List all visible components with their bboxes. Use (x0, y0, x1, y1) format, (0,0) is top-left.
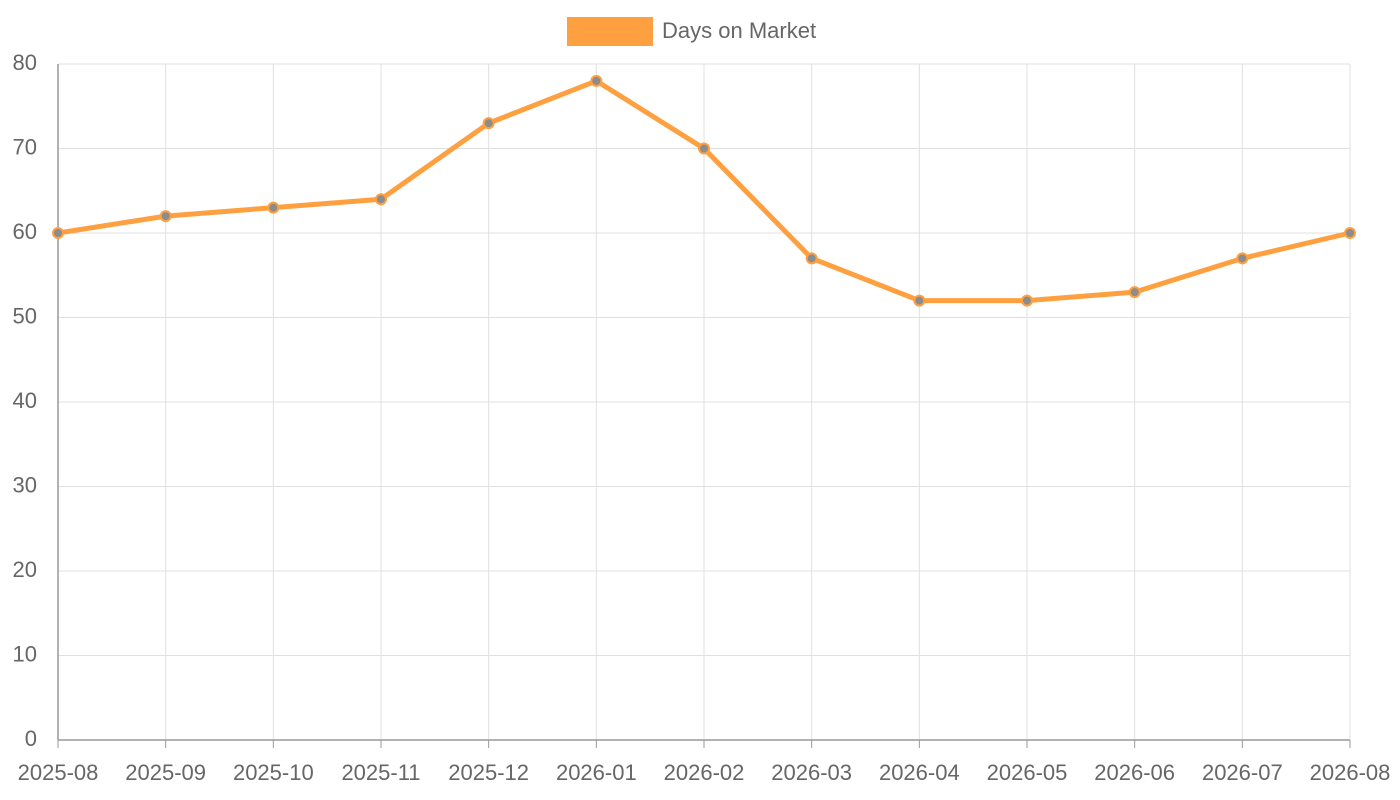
x-tick-label: 2025-09 (125, 760, 206, 785)
data-point (1236, 252, 1249, 265)
data-point (267, 201, 280, 214)
y-tick-label: 60 (13, 219, 37, 244)
data-point (1128, 286, 1141, 299)
x-tick-label: 2025-12 (448, 760, 529, 785)
x-tick-label: 2026-06 (1094, 760, 1175, 785)
x-tick-label: 2025-10 (233, 760, 314, 785)
x-tick-label: 2026-01 (556, 760, 637, 785)
y-tick-label: 40 (13, 388, 37, 413)
x-tick-label: 2026-04 (879, 760, 960, 785)
x-tick-label: 2026-07 (1202, 760, 1283, 785)
y-tick-label: 0 (25, 726, 37, 751)
data-point (159, 210, 172, 223)
data-point (482, 117, 495, 130)
data-point (590, 74, 603, 87)
x-tick-label: 2026-02 (664, 760, 745, 785)
x-tick-label: 2026-03 (771, 760, 852, 785)
legend-swatch (567, 17, 653, 46)
y-tick-label: 80 (13, 50, 37, 75)
data-point (913, 294, 926, 307)
data-point (1344, 227, 1356, 239)
y-tick-label: 70 (13, 134, 37, 159)
data-point (805, 252, 818, 265)
y-tick-label: 20 (13, 557, 37, 582)
y-tick-label: 30 (13, 472, 37, 497)
x-tick-label: 2026-08 (1310, 760, 1391, 785)
y-tick-label: 10 (13, 641, 37, 666)
legend-label: Days on Market (662, 18, 816, 43)
data-point (52, 227, 64, 239)
data-point (698, 142, 710, 155)
data-point (1021, 294, 1033, 307)
data-point (375, 193, 387, 206)
x-tick-label: 2025-08 (18, 760, 99, 785)
x-tick-label: 2026-05 (987, 760, 1068, 785)
y-tick-label: 50 (13, 303, 37, 328)
x-tick-label: 2025-11 (341, 760, 420, 785)
